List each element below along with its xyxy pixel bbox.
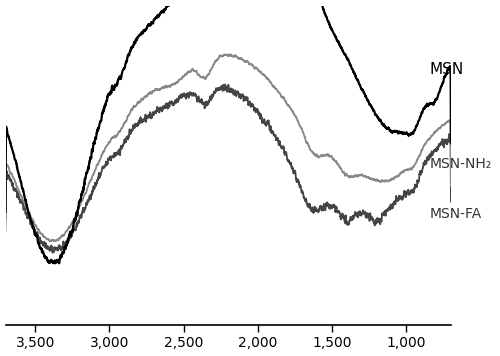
Text: MSN-FA: MSN-FA xyxy=(430,206,482,221)
Text: MSN-NH₂: MSN-NH₂ xyxy=(430,157,492,171)
Text: MSN: MSN xyxy=(430,62,464,77)
